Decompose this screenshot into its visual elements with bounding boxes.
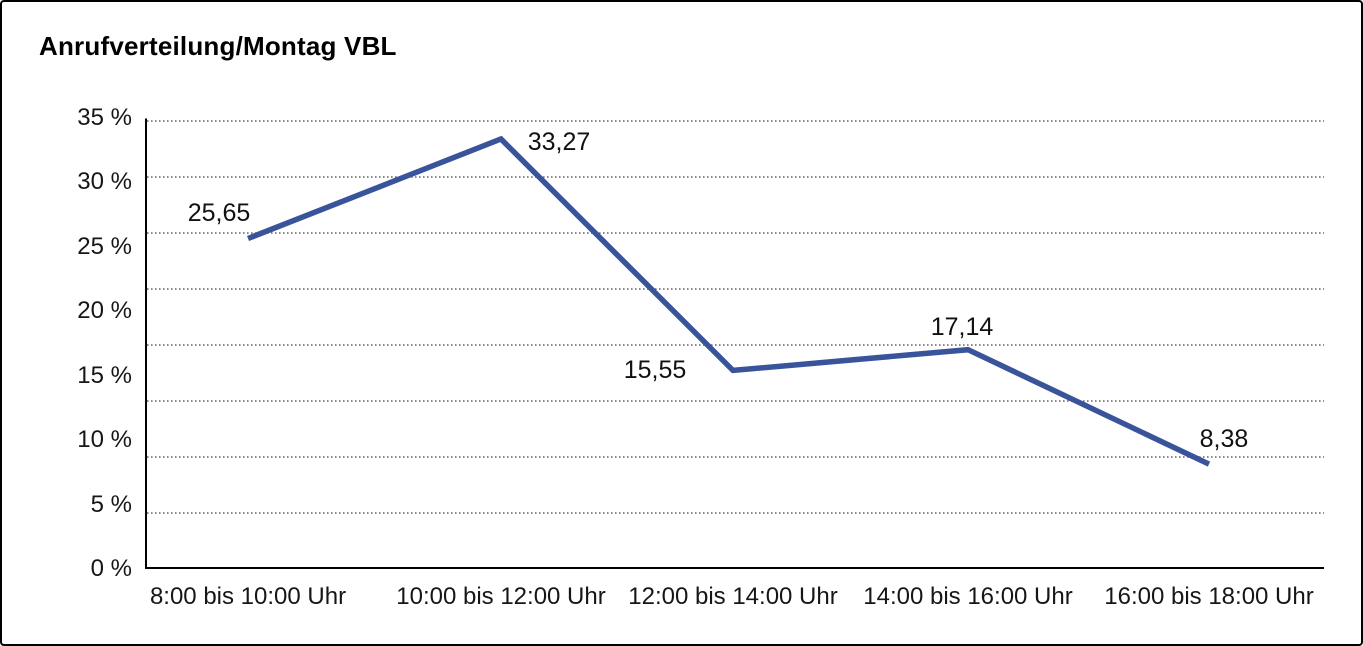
y-axis-label: 10 % <box>77 426 132 454</box>
y-axis-label: 0 % <box>90 555 132 582</box>
y-axis-label: 30 % <box>77 168 132 196</box>
data-label: 25,65 <box>187 198 251 227</box>
x-axis-label: 8:00 bis 10:00 Uhr <box>149 583 347 610</box>
data-label: 8,38 <box>1199 425 1249 454</box>
y-axis-label: 5 % <box>90 490 132 518</box>
x-axis-label: 14:00 bis 16:00 Uhr <box>863 583 1073 610</box>
data-label: 33,27 <box>527 127 591 156</box>
y-axis-label: 15 % <box>77 361 132 389</box>
y-axis-label: 25 % <box>77 232 132 260</box>
x-axis-label: 10:00 bis 12:00 Uhr <box>396 583 606 610</box>
data-label: 17,14 <box>930 312 994 341</box>
x-axis-label: 16:00 bis 18:00 Uhr <box>1104 583 1314 610</box>
x-axis-label: 12:00 bis 14:00 Uhr <box>628 583 838 610</box>
data-label: 15,55 <box>623 356 687 385</box>
y-axis-label: 20 % <box>77 297 132 325</box>
line-series <box>246 135 1211 467</box>
y-axis-label: 35 % <box>77 104 132 131</box>
chart-title: Anrufverteilung/Montag VBL <box>39 31 397 61</box>
